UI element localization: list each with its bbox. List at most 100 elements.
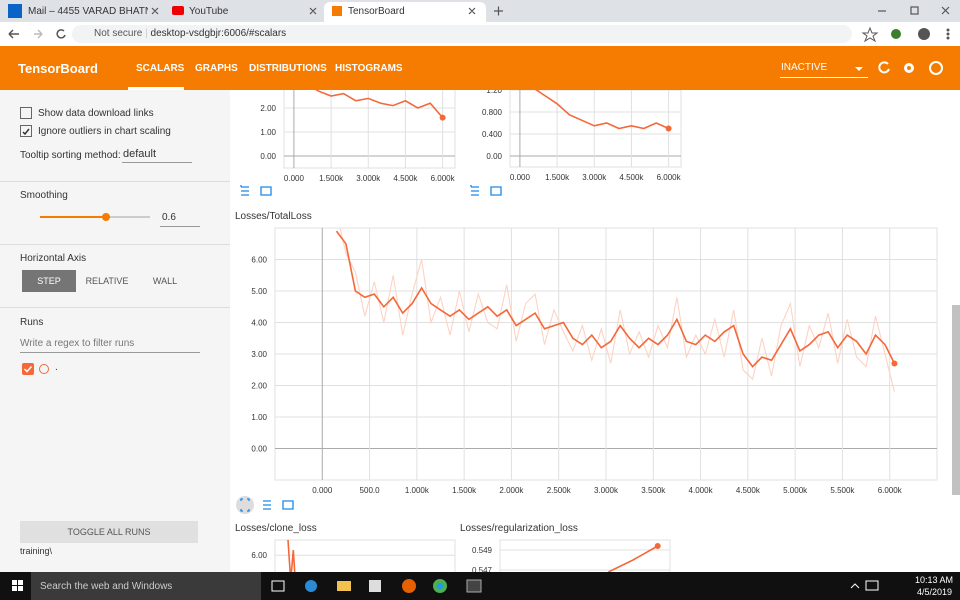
clock-time: 10:13 AM	[915, 575, 954, 585]
runs-filter[interactable]: Write a regex to filter runs	[20, 338, 135, 349]
end-point	[439, 114, 446, 121]
app-header: TensorBoard SCALARS GRAPHS DISTRIBUTIONS…	[0, 46, 960, 90]
close-icons[interactable]	[151, 7, 476, 15]
y-tick-label: 1.00	[260, 128, 276, 137]
filter-underline	[20, 352, 200, 353]
active-tab[interactable]	[324, 2, 486, 22]
tensorboard-icon	[332, 6, 342, 16]
close-window[interactable]	[941, 6, 950, 15]
x-tick-label: 4.500k	[393, 174, 418, 183]
tab[interactable]: YouTube	[189, 6, 229, 17]
x-tick-label: 4.500k	[619, 173, 644, 182]
checkbox[interactable]	[20, 107, 32, 119]
slider-thumb[interactable]	[102, 213, 110, 221]
y-tick-label: 0.549	[472, 546, 493, 555]
taskbar: Search the web and Windows 10:13 AM 4/5/…	[0, 572, 960, 600]
y-tick-label: 0.00	[260, 152, 276, 161]
chart-title: Losses/regularization_loss	[460, 523, 578, 534]
checkbox-label: Ignore outliers in chart scaling	[38, 126, 171, 137]
axis-button[interactable]: RELATIVE	[85, 276, 129, 286]
tab-strip: Mail – 4455 VARAD BHATNAGAR YouTube Tens…	[0, 0, 960, 22]
select-underline	[122, 162, 192, 163]
omnibox[interactable]: Not secure | desktop-vsdgbjr:6006/#scala…	[72, 25, 852, 43]
search-box[interactable]: Search the web and Windows	[40, 581, 173, 592]
run-color[interactable]	[39, 364, 49, 374]
taskbar-icons[interactable]	[0, 572, 960, 600]
plot-frame	[283, 90, 456, 169]
axis-button[interactable]: WALL	[152, 276, 178, 286]
y-tick-label: 1.20	[486, 90, 502, 95]
series-line	[315, 90, 444, 119]
plot-frame	[509, 90, 682, 168]
y-tick-label: 5.00	[251, 287, 267, 296]
dropdown-underline	[780, 77, 868, 78]
scrollbar[interactable]	[952, 305, 960, 495]
smoothing-label: Smoothing	[20, 190, 68, 201]
toolbar-icons[interactable]	[860, 22, 960, 46]
y-tick-label: 1.00	[251, 413, 267, 422]
y-tick-label: 2.00	[260, 104, 276, 113]
end-point	[891, 360, 898, 367]
nav-tab[interactable]: DISTRIBUTIONS	[249, 63, 327, 74]
run-checkbox[interactable]	[22, 363, 34, 375]
x-tick-label: 4.000k	[689, 486, 714, 495]
url: desktop-vsdgbjr:6006/#scalars	[150, 28, 287, 39]
tooltip-select[interactable]: default	[123, 148, 157, 160]
chart-title: Losses/clone_loss	[235, 523, 317, 534]
x-tick-label: 3.000k	[594, 486, 619, 495]
end-point	[654, 543, 661, 549]
toggle-runs-button[interactable]: TOGGLE ALL RUNS	[20, 521, 198, 543]
mail-icon	[8, 4, 22, 18]
header-icons[interactable]	[850, 56, 950, 80]
nav-buttons[interactable]	[0, 22, 72, 46]
tooltip-label: Tooltip sorting method:	[20, 150, 121, 161]
x-tick-label: 3.000k	[582, 173, 607, 182]
runs-label: Runs	[20, 317, 44, 328]
y-tick-label: 0.00	[251, 445, 267, 454]
divider	[0, 181, 230, 182]
y-tick-label: 2.00	[251, 382, 267, 391]
x-tick-label: 1.500k	[452, 486, 477, 495]
end-point	[665, 125, 672, 132]
security-status: Not secure	[94, 28, 143, 39]
axis-button-active[interactable]: STEP	[22, 270, 76, 292]
youtube-icon	[172, 6, 184, 15]
nav-tab[interactable]: HISTOGRAMS	[335, 63, 403, 74]
chart-tools[interactable]	[236, 185, 502, 514]
x-tick-label: 3.000k	[356, 174, 381, 183]
x-tick-label: 1.500k	[545, 173, 570, 182]
y-tick-label: 3.00	[251, 350, 267, 359]
smoothing-value[interactable]: 0.6	[162, 212, 176, 223]
checkbox-checked[interactable]	[20, 125, 32, 137]
y-tick-label: 6.00	[251, 256, 267, 265]
nav-tab[interactable]: GRAPHS	[195, 63, 238, 74]
slider-fill	[40, 216, 106, 218]
series-line	[287, 540, 296, 572]
plot-frame	[274, 539, 456, 572]
y-tick-label: 0.547	[472, 566, 493, 572]
restore[interactable]	[910, 6, 919, 15]
x-tick-label: 5.000k	[783, 486, 808, 495]
y-tick-label: 4.00	[251, 319, 267, 328]
status-dropdown[interactable]: INACTIVE	[781, 62, 828, 73]
clock-date: 4/5/2019	[917, 587, 953, 597]
checkbox-label: Show data download links	[38, 108, 154, 119]
charts-area: 0.001.002.000.000 1.500k 3.000k 4.500k 6.000…	[235, 90, 960, 572]
y-tick-label: 0.800	[482, 108, 503, 117]
y-tick-label: 0.00	[486, 152, 502, 161]
y-tick-label: 6.00	[251, 551, 267, 560]
divider	[0, 307, 230, 308]
tab[interactable]: TensorBoard	[348, 6, 405, 17]
x-tick-label: 3.500k	[641, 486, 666, 495]
tab[interactable]: Mail – 4455 VARAD BHATNAGAR	[28, 6, 148, 17]
x-tick-label: 4.500k	[736, 486, 761, 495]
x-tick-label: 500.0	[360, 486, 381, 495]
series-line	[339, 228, 895, 392]
x-tick-label: 0.000	[312, 486, 333, 495]
nav-tab[interactable]: SCALARS	[136, 63, 185, 74]
x-tick-label: 6.000k	[431, 174, 456, 183]
x-tick-label: 2.500k	[547, 486, 572, 495]
app-title: TensorBoard	[18, 61, 98, 76]
series-line	[608, 545, 659, 572]
new-tab[interactable]	[494, 6, 503, 16]
